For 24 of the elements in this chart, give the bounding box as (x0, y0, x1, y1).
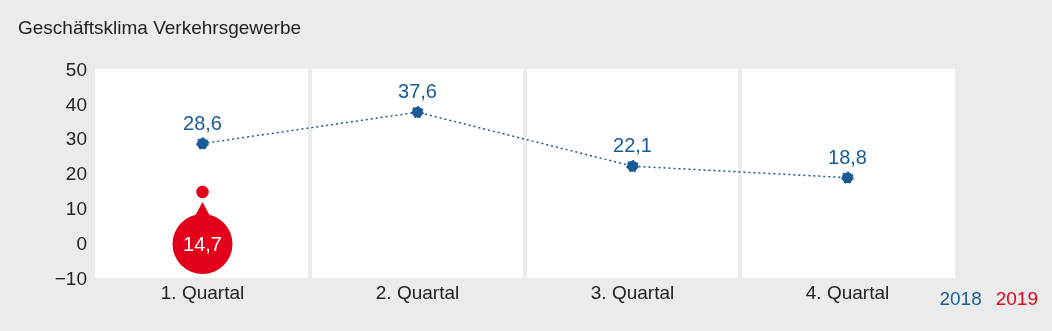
x-tick-label: 2. Quartal (375, 282, 460, 304)
data-label: 22,1 (613, 134, 652, 157)
point (196, 137, 209, 150)
point (841, 171, 854, 184)
point (411, 105, 424, 119)
data-label: 37,6 (398, 80, 437, 103)
chart-title: Geschäftsklima Verkehrsgewerbe (18, 17, 302, 39)
x-tick-label: 3. Quartal (590, 282, 675, 304)
data-label: 14,7 (183, 232, 222, 255)
y-tick-label: 40 (65, 93, 87, 115)
y-tick-label: 0 (76, 232, 87, 254)
y-tick-label: 20 (65, 163, 87, 185)
x-tick-label: 1. Quartal (160, 282, 245, 304)
y-tick-label: 30 (65, 128, 87, 150)
data-label: 18,8 (828, 145, 867, 168)
point (626, 159, 639, 173)
y-tick-label: 50 (65, 58, 87, 80)
text: 2018 (939, 288, 982, 310)
x-tick-label: 4. Quartal (805, 282, 890, 304)
data-label: 28,6 (183, 111, 222, 134)
y-tick-label: −10 (54, 267, 87, 289)
text: 2019 (995, 288, 1038, 310)
point (196, 185, 209, 199)
y-tick-label: 10 (65, 198, 87, 220)
